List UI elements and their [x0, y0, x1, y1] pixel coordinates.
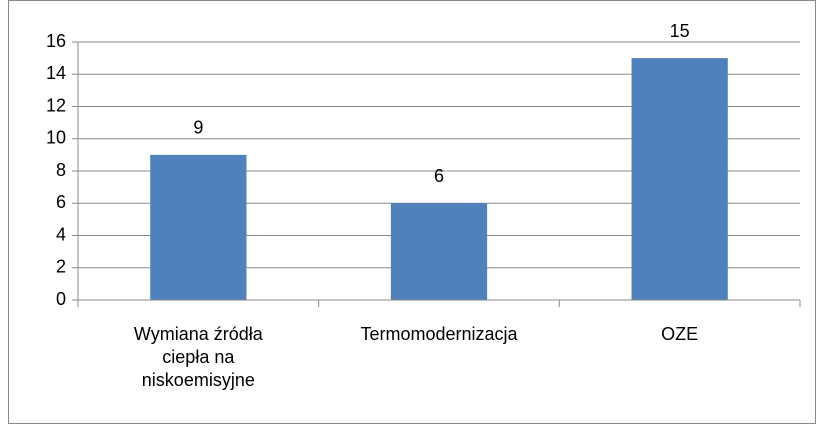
x-tick-label: Wymiana źródła ciepła na niskoemisyjne [133, 324, 263, 390]
x-tick-label: OZE [661, 324, 699, 344]
data-label: 15 [670, 21, 690, 41]
bar [150, 154, 247, 300]
y-tick-label: 8 [56, 160, 66, 180]
y-tick-label: 6 [56, 192, 66, 212]
bar [390, 203, 488, 300]
y-tick-label: 16 [46, 31, 66, 51]
bar [631, 58, 728, 300]
data-label: 6 [434, 166, 444, 186]
y-tick-label: 14 [46, 63, 66, 83]
x-tick-label: Termomodernizacja [360, 324, 518, 344]
y-tick-label: 2 [56, 257, 66, 277]
y-tick-label: 4 [56, 224, 66, 244]
y-tick-label: 12 [46, 95, 66, 115]
data-label: 9 [193, 118, 203, 138]
y-tick-label: 10 [46, 128, 66, 148]
y-tick-label: 0 [56, 289, 66, 309]
